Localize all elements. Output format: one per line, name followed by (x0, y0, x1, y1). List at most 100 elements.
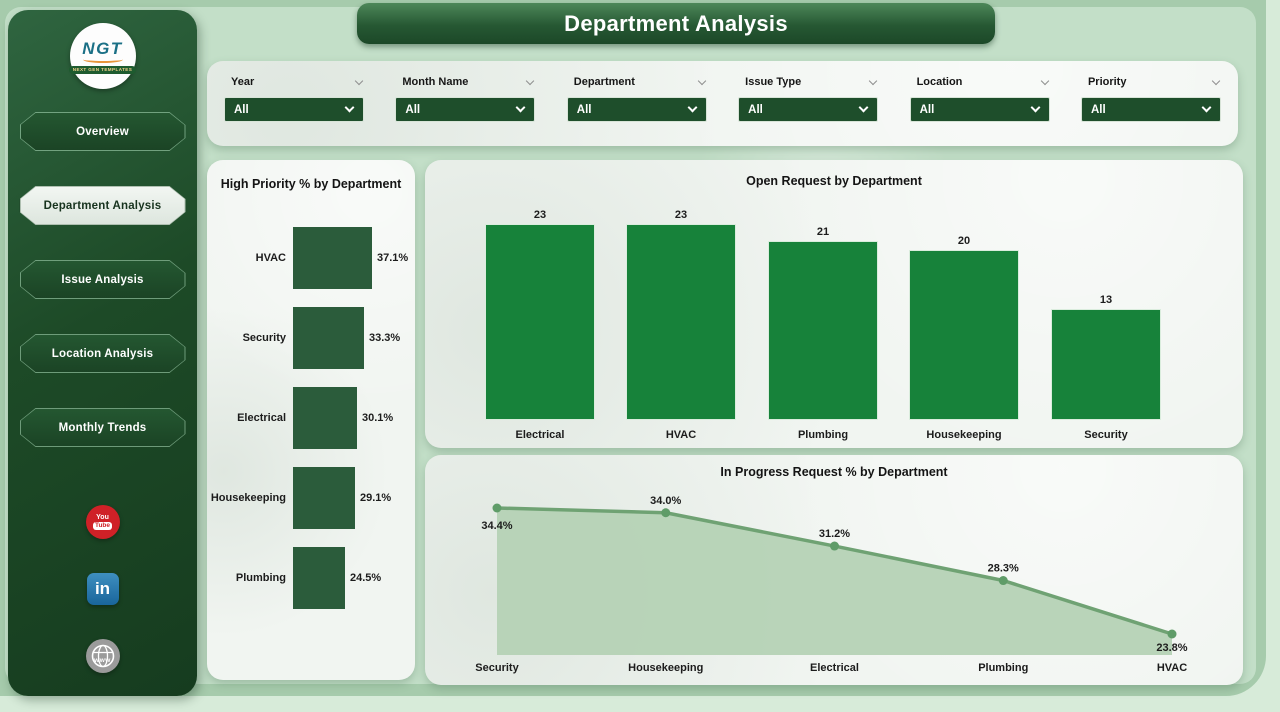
data-label: 34.0% (650, 495, 681, 507)
sidebar-item-label: Overview (76, 125, 129, 138)
chevron-down-icon[interactable] (526, 76, 535, 85)
filter-location: Location All (909, 74, 1050, 146)
page-title: Department Analysis (564, 10, 788, 36)
sidebar-item-location-analysis[interactable]: Location Analysis (20, 334, 186, 373)
year-dropdown[interactable]: All (224, 97, 364, 122)
chart-title: High Priority % by Department (220, 177, 402, 191)
sidebar-item-issue-analysis[interactable]: Issue Analysis (20, 260, 186, 299)
category-label: HVAC (1157, 662, 1187, 674)
linkedin-text: in (94, 579, 111, 598)
in-progress-chart-panel: In Progress Request % by Department 34.4… (425, 455, 1243, 685)
data-label: 29.1% (360, 492, 392, 505)
hbar-row: Electrical 30.1% (207, 378, 415, 458)
vbar-column: 23 (626, 188, 736, 420)
filter-month-name: Month Name All (395, 74, 536, 146)
priority-dropdown[interactable]: All (1080, 97, 1221, 122)
vertical-bar-chart: 23 Electrical 23 HVAC 21 Plumbing 20 Housekeepi… (425, 160, 1243, 448)
category-label: Security (475, 662, 519, 674)
bar[interactable] (293, 547, 345, 610)
vbar-column: 20 (909, 188, 1019, 420)
bar[interactable] (293, 227, 372, 290)
department-dropdown[interactable]: All (566, 97, 707, 122)
hbar-row: Security 33.3% (207, 298, 415, 378)
sidebar-item-department-analysis[interactable]: Department Analysis (20, 186, 186, 225)
chevron-down-icon[interactable] (697, 76, 707, 85)
data-label: 34.4% (481, 520, 512, 532)
bar[interactable] (293, 307, 364, 370)
data-point[interactable] (492, 503, 502, 513)
bar[interactable] (485, 224, 595, 420)
chevron-down-icon[interactable] (1211, 76, 1221, 85)
dropdown-value: All (919, 103, 935, 116)
data-point[interactable] (998, 576, 1008, 586)
bar[interactable] (293, 467, 355, 530)
data-point[interactable] (830, 541, 839, 551)
chevron-down-icon (687, 102, 698, 113)
chevron-down-icon[interactable] (354, 76, 364, 85)
area-fill (497, 508, 1172, 655)
filter-label: Priority (1087, 76, 1127, 88)
filter-label: Department (573, 76, 635, 88)
chevron-down-icon[interactable] (1040, 76, 1049, 85)
open-request-chart-panel: Open Request by Department 23 Electrical 2… (425, 160, 1243, 448)
youtube-icon[interactable]: You Tube (85, 505, 120, 539)
sidebar-item-monthly-trends[interactable]: Monthly Trends (20, 408, 186, 447)
chart-title: In Progress Request % by Department (720, 465, 948, 479)
globe-graphic (91, 644, 114, 668)
linkedin-icon[interactable]: in (86, 573, 119, 605)
bar[interactable] (626, 224, 736, 420)
vbar-column: 21 (768, 188, 878, 420)
category-label: HVAC (255, 252, 286, 265)
nav-btn-fill (21, 335, 185, 372)
sidebar-item-label: Department Analysis (43, 199, 162, 212)
filter-priority: Priority All (1080, 74, 1221, 146)
youtube-text: Tube (92, 522, 113, 530)
data-label: 23.8% (1156, 642, 1187, 654)
location-dropdown[interactable]: All (909, 97, 1050, 122)
nav-btn-fill (21, 187, 185, 224)
bar[interactable] (1051, 309, 1161, 420)
filter-label: Location (916, 76, 963, 88)
issue-type-dropdown[interactable]: All (738, 97, 879, 122)
filter-year: Year All (224, 74, 364, 146)
category-label: Housekeeping (628, 662, 703, 674)
area-chart: 34.4% Security 34.0% Housekeeping 31.2% Elect… (475, 495, 1188, 674)
logo-subtext: NEXT GEN TEMPLATES (68, 65, 137, 74)
category-label: Electrical (237, 412, 286, 425)
data-label: 37.1% (377, 252, 409, 265)
data-label: 24.5% (350, 572, 382, 585)
vbar-column: 13 (1051, 188, 1161, 420)
filter-label: Month Name (402, 76, 469, 88)
data-label: 23 (533, 209, 547, 221)
data-label: 33.3% (369, 332, 401, 345)
sidebar: NGT NEXT GEN TEMPLATES Overview Departme… (8, 10, 197, 696)
data-point[interactable] (1167, 629, 1177, 639)
website-globe-icon[interactable]: www (85, 639, 120, 673)
category-label: Housekeeping (210, 492, 286, 505)
month-name-dropdown[interactable]: All (395, 97, 536, 122)
chevron-down-icon (858, 102, 869, 113)
social-links: You Tube in www (85, 505, 120, 673)
page-title-banner: Department Analysis (357, 3, 995, 44)
data-label: 20 (957, 235, 971, 247)
bar[interactable] (293, 387, 357, 450)
data-label: 23 (674, 209, 688, 221)
sidebar-item-label: Location Analysis (51, 347, 154, 360)
chevron-down-icon (344, 102, 355, 113)
hbar-row: HVAC 37.1% (207, 218, 415, 298)
bar[interactable] (909, 250, 1019, 420)
chart-title: Open Request by Department (746, 174, 922, 188)
data-label: 31.2% (819, 528, 850, 540)
logo-swoosh-icon (82, 56, 123, 63)
data-label: 30.1% (362, 412, 394, 425)
chevron-down-icon[interactable] (868, 76, 878, 85)
chevron-down-icon (1201, 102, 1212, 113)
logo-text: NGT (82, 38, 123, 58)
sidebar-item-overview[interactable]: Overview (20, 112, 186, 151)
filter-bar: Year All Month Name All Department All I… (207, 61, 1238, 146)
category-label: Plumbing (978, 662, 1028, 674)
dropdown-value: All (1090, 103, 1106, 116)
sidebar-item-label: Issue Analysis (61, 273, 144, 286)
data-point[interactable] (661, 508, 671, 518)
bar[interactable] (768, 241, 878, 420)
